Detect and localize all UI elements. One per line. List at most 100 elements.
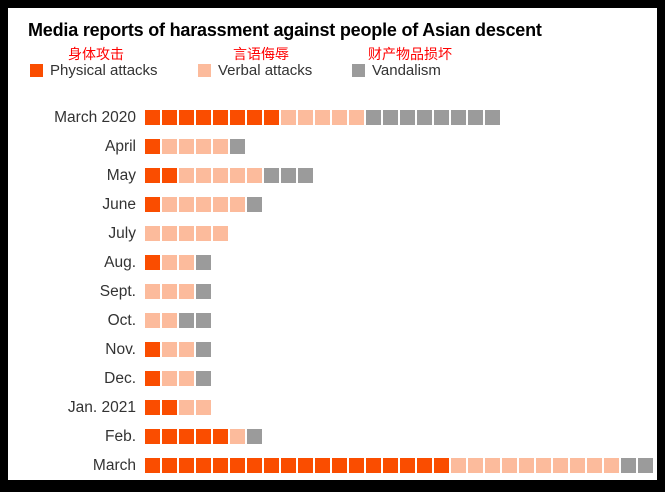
unit-square-verbal-attacks	[553, 458, 568, 473]
unit-square-verbal-attacks	[145, 284, 160, 299]
unit-square-verbal-attacks	[451, 458, 466, 473]
unit-square-verbal-attacks	[587, 458, 602, 473]
unit-square-physical-attacks	[264, 110, 279, 125]
annotation-physical-zh: 身体攻击	[68, 46, 124, 62]
unit-square-verbal-attacks	[179, 226, 194, 241]
unit-square-physical-attacks	[145, 342, 160, 357]
unit-square-vandalism	[196, 284, 211, 299]
unit-square-verbal-attacks	[213, 226, 228, 241]
chart-row: Feb.	[28, 422, 651, 451]
unit-square-verbal-attacks	[145, 313, 160, 328]
unit-square-verbal-attacks	[332, 110, 347, 125]
unit-square-verbal-attacks	[213, 139, 228, 154]
unit-square-physical-attacks	[213, 429, 228, 444]
unit-square-physical-attacks	[162, 400, 177, 415]
unit-square-vandalism	[366, 110, 381, 125]
annotation-verbal-zh: 言语侮辱	[233, 46, 289, 62]
unit-square-verbal-attacks	[349, 110, 364, 125]
unit-square-vandalism	[247, 197, 262, 212]
unit-square-physical-attacks	[145, 458, 160, 473]
annotation-vandalism-zh: 财产物品损坏	[368, 46, 452, 62]
unit-square-physical-attacks	[417, 458, 432, 473]
row-squares	[145, 110, 502, 125]
unit-square-verbal-attacks	[162, 255, 177, 270]
unit-square-physical-attacks	[196, 458, 211, 473]
legend-label-vandalism: Vandalism	[372, 62, 441, 79]
unit-square-verbal-attacks	[519, 458, 534, 473]
unit-square-physical-attacks	[179, 110, 194, 125]
unit-square-verbal-attacks	[162, 197, 177, 212]
unit-square-physical-attacks	[230, 110, 245, 125]
unit-square-verbal-attacks	[162, 371, 177, 386]
legend-label-physical: Physical attacks	[50, 62, 158, 79]
unit-square-vandalism	[400, 110, 415, 125]
unit-square-verbal-attacks	[179, 400, 194, 415]
unit-square-physical-attacks	[366, 458, 381, 473]
unit-square-vandalism	[230, 139, 245, 154]
row-squares	[145, 255, 213, 270]
unit-square-verbal-attacks	[179, 139, 194, 154]
unit-square-vandalism	[196, 255, 211, 270]
row-label: Dec.	[104, 369, 136, 387]
unit-square-verbal-attacks	[196, 400, 211, 415]
unit-square-vandalism	[468, 110, 483, 125]
unit-square-vandalism	[383, 110, 398, 125]
legend-swatch-vandalism-icon	[352, 64, 365, 77]
unit-square-verbal-attacks	[213, 197, 228, 212]
unit-square-physical-attacks	[264, 458, 279, 473]
unit-square-physical-attacks	[230, 458, 245, 473]
unit-square-verbal-attacks	[196, 197, 211, 212]
unit-square-vandalism	[621, 458, 636, 473]
unit-square-verbal-attacks	[502, 458, 517, 473]
unit-square-physical-attacks	[145, 255, 160, 270]
unit-square-vandalism	[417, 110, 432, 125]
unit-square-verbal-attacks	[162, 284, 177, 299]
row-squares	[145, 313, 213, 328]
unit-square-verbal-attacks	[179, 197, 194, 212]
unit-square-verbal-attacks	[247, 168, 262, 183]
unit-square-verbal-attacks	[315, 110, 330, 125]
chart-title: Media reports of harassment against peop…	[28, 20, 542, 40]
row-squares	[145, 458, 655, 473]
unit-square-vandalism	[196, 313, 211, 328]
unit-square-vandalism	[281, 168, 296, 183]
unit-square-physical-attacks	[213, 110, 228, 125]
unit-square-vandalism	[451, 110, 466, 125]
chart-rows: March 2020 April May June July Aug. Sept. Oct. N…	[28, 103, 653, 480]
unit-square-vandalism	[179, 313, 194, 328]
unit-square-physical-attacks	[162, 458, 177, 473]
unit-square-verbal-attacks	[468, 458, 483, 473]
chart-row: Sept.	[28, 277, 651, 306]
unit-square-verbal-attacks	[162, 226, 177, 241]
row-label: Feb.	[104, 427, 136, 445]
unit-square-physical-attacks	[247, 458, 262, 473]
unit-square-physical-attacks	[281, 458, 296, 473]
unit-square-physical-attacks	[145, 110, 160, 125]
row-squares	[145, 139, 247, 154]
legend-label-verbal: Verbal attacks	[218, 62, 313, 79]
unit-square-verbal-attacks	[179, 371, 194, 386]
unit-square-verbal-attacks	[230, 168, 245, 183]
chart-row: March	[28, 451, 653, 480]
unit-square-physical-attacks	[383, 458, 398, 473]
unit-square-vandalism	[638, 458, 653, 473]
unit-square-physical-attacks	[145, 197, 160, 212]
unit-square-physical-attacks	[196, 110, 211, 125]
row-label: April	[104, 137, 136, 155]
unit-square-verbal-attacks	[485, 458, 500, 473]
unit-square-vandalism	[247, 429, 262, 444]
row-label: Oct.	[107, 311, 136, 329]
unit-square-vandalism	[196, 371, 211, 386]
chart-row: March 2020	[28, 103, 651, 132]
unit-square-physical-attacks	[145, 400, 160, 415]
chart-row: June	[28, 190, 651, 219]
unit-square-physical-attacks	[332, 458, 347, 473]
unit-square-physical-attacks	[179, 429, 194, 444]
chart-row: Nov.	[28, 335, 651, 364]
unit-square-vandalism	[264, 168, 279, 183]
unit-square-physical-attacks	[145, 139, 160, 154]
unit-square-physical-attacks	[162, 110, 177, 125]
unit-square-vandalism	[196, 342, 211, 357]
chart-row: Dec.	[28, 364, 651, 393]
